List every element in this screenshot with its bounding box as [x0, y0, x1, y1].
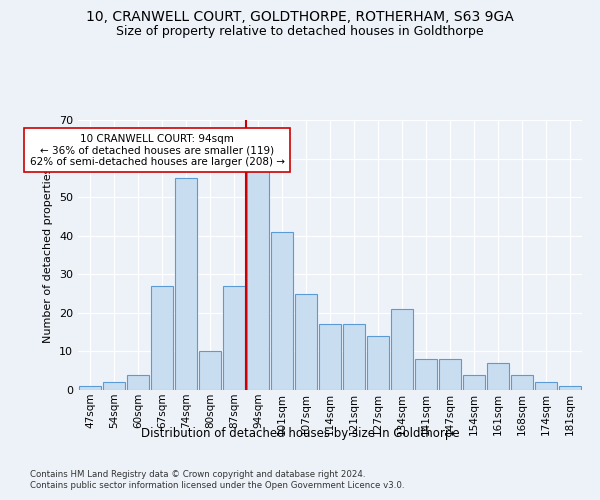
Bar — [415, 359, 437, 390]
Bar — [367, 336, 389, 390]
Bar — [247, 170, 269, 390]
Bar — [391, 309, 413, 390]
Bar — [295, 294, 317, 390]
Bar — [175, 178, 197, 390]
Bar — [487, 363, 509, 390]
Bar — [271, 232, 293, 390]
Text: 10, CRANWELL COURT, GOLDTHORPE, ROTHERHAM, S63 9GA: 10, CRANWELL COURT, GOLDTHORPE, ROTHERHA… — [86, 10, 514, 24]
Text: Contains HM Land Registry data © Crown copyright and database right 2024.: Contains HM Land Registry data © Crown c… — [30, 470, 365, 479]
Bar — [127, 374, 149, 390]
Text: Contains public sector information licensed under the Open Government Licence v3: Contains public sector information licen… — [30, 481, 404, 490]
Text: Size of property relative to detached houses in Goldthorpe: Size of property relative to detached ho… — [116, 25, 484, 38]
Bar — [559, 386, 581, 390]
Text: Distribution of detached houses by size in Goldthorpe: Distribution of detached houses by size … — [140, 428, 460, 440]
Bar — [463, 374, 485, 390]
Bar — [343, 324, 365, 390]
Bar — [103, 382, 125, 390]
Bar — [199, 352, 221, 390]
Bar — [511, 374, 533, 390]
Text: 10 CRANWELL COURT: 94sqm
← 36% of detached houses are smaller (119)
62% of semi-: 10 CRANWELL COURT: 94sqm ← 36% of detach… — [29, 134, 285, 166]
Bar — [223, 286, 245, 390]
Bar — [79, 386, 101, 390]
Bar — [439, 359, 461, 390]
Bar — [319, 324, 341, 390]
Bar — [535, 382, 557, 390]
Y-axis label: Number of detached properties: Number of detached properties — [43, 168, 53, 342]
Bar — [151, 286, 173, 390]
